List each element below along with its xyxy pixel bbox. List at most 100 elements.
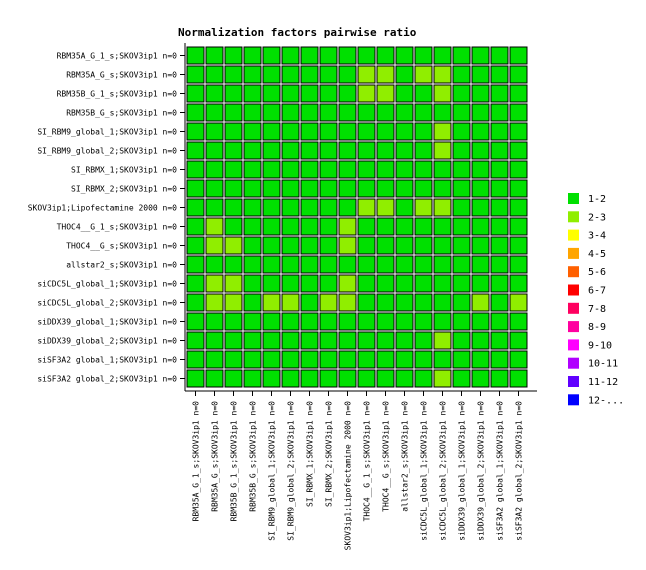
heatmap-cell xyxy=(281,103,300,122)
heatmap-cell xyxy=(281,198,300,217)
heatmap-cell xyxy=(414,369,433,388)
heatmap-cell xyxy=(433,255,452,274)
heatmap-cell xyxy=(452,179,471,198)
heatmap-cell xyxy=(300,274,319,293)
legend-label: 2-3 xyxy=(588,212,606,223)
heatmap-cell xyxy=(395,160,414,179)
heatmap-cell xyxy=(490,350,509,369)
heatmap-cell xyxy=(452,274,471,293)
heatmap-cell xyxy=(433,103,452,122)
heatmap-cell xyxy=(281,255,300,274)
heatmap-cell xyxy=(395,103,414,122)
heatmap-cell xyxy=(224,255,243,274)
heatmap-cell xyxy=(300,103,319,122)
heatmap-cell xyxy=(262,122,281,141)
heatmap-cell xyxy=(376,369,395,388)
heatmap-cell xyxy=(490,46,509,65)
heatmap-cell xyxy=(414,255,433,274)
row-label: THOC4__G_s;SKOV3ip1 n=0 xyxy=(66,242,177,251)
row-label: RBM35A_G_s;SKOV3ip1 n=0 xyxy=(66,71,177,80)
heatmap-cell xyxy=(262,198,281,217)
heatmap-cells xyxy=(186,46,528,388)
row-label: RBM35A_G_1_s;SKOV3ip1 n=0 xyxy=(57,52,178,61)
heatmap-cell xyxy=(319,179,338,198)
legend-label: 6-7 xyxy=(588,286,606,297)
heatmap-cell xyxy=(490,312,509,331)
heatmap-cell xyxy=(300,84,319,103)
heatmap-cell xyxy=(205,84,224,103)
legend-swatch xyxy=(568,284,579,296)
heatmap-cell xyxy=(395,293,414,312)
heatmap-cell xyxy=(243,65,262,84)
heatmap-cell xyxy=(281,122,300,141)
heatmap-cell xyxy=(205,312,224,331)
heatmap-cell xyxy=(338,65,357,84)
heatmap-cell xyxy=(319,331,338,350)
heatmap-cell xyxy=(509,46,528,65)
heatmap-cell xyxy=(300,350,319,369)
heatmap-cell xyxy=(224,331,243,350)
heatmap-cell xyxy=(490,141,509,160)
heatmap-cell xyxy=(433,65,452,84)
heatmap-cell xyxy=(357,141,376,160)
heatmap-cell xyxy=(471,141,490,160)
heatmap-cell xyxy=(509,103,528,122)
heatmap-cell xyxy=(357,46,376,65)
heatmap-cell xyxy=(205,141,224,160)
heatmap-cell xyxy=(319,312,338,331)
heatmap-cell xyxy=(376,46,395,65)
heatmap-cell xyxy=(376,236,395,255)
heatmap-cell xyxy=(452,84,471,103)
heatmap-cell xyxy=(205,160,224,179)
legend-label: 11-12 xyxy=(588,377,618,388)
heatmap-cell xyxy=(243,350,262,369)
heatmap-cell xyxy=(262,331,281,350)
legend-swatch xyxy=(568,211,579,223)
heatmap-cell xyxy=(224,236,243,255)
heatmap-cell xyxy=(338,103,357,122)
heatmap-cell xyxy=(186,350,205,369)
heatmap-cell xyxy=(433,179,452,198)
column-label: SKOV3ip1;Lipofectamine 2000 n=0 xyxy=(344,401,353,550)
heatmap-cell xyxy=(357,255,376,274)
column-label: siSF3A2 global_1;SKOV3ip1 n=0 xyxy=(496,401,505,541)
heatmap-cell xyxy=(338,84,357,103)
heatmap-cell xyxy=(471,255,490,274)
heatmap-cell xyxy=(338,274,357,293)
heatmap-cell xyxy=(300,122,319,141)
row-label: SI_RBM9_global_2;SKOV3ip1 n=0 xyxy=(37,147,177,156)
heatmap-cell xyxy=(471,122,490,141)
heatmap-cell xyxy=(300,217,319,236)
heatmap-cell xyxy=(414,103,433,122)
heatmap-cell xyxy=(471,217,490,236)
heatmap-cell xyxy=(471,65,490,84)
heatmap-cell xyxy=(319,141,338,160)
heatmap-cell xyxy=(224,369,243,388)
row-label: SKOV3ip1;Lipofectamine 2000 n=0 xyxy=(28,204,177,213)
legend-swatch xyxy=(568,193,579,204)
heatmap-cell xyxy=(452,141,471,160)
heatmap-cell xyxy=(186,179,205,198)
heatmap-cell xyxy=(509,122,528,141)
heatmap-cell xyxy=(319,274,338,293)
heatmap-cell xyxy=(243,312,262,331)
heatmap-cell xyxy=(319,293,338,312)
legend-swatch xyxy=(568,321,579,333)
heatmap-cell xyxy=(376,198,395,217)
heatmap-cell xyxy=(509,293,528,312)
heatmap-cell xyxy=(319,122,338,141)
heatmap-cell xyxy=(414,350,433,369)
heatmap-cell xyxy=(338,236,357,255)
legend-swatch xyxy=(568,229,579,241)
heatmap-cell xyxy=(376,160,395,179)
heatmap-cell xyxy=(300,160,319,179)
column-label: SI_RBM9_global_2;SKOV3ip1 n=0 xyxy=(287,401,296,541)
heatmap-cell xyxy=(224,274,243,293)
heatmap-cell xyxy=(186,65,205,84)
column-label: siDDX39_global_2;SKOV3ip1 n=0 xyxy=(477,401,486,541)
heatmap-cell xyxy=(490,255,509,274)
heatmap-cell xyxy=(509,198,528,217)
heatmap-cell xyxy=(186,122,205,141)
heatmap-cell xyxy=(357,236,376,255)
heatmap-cell xyxy=(414,84,433,103)
